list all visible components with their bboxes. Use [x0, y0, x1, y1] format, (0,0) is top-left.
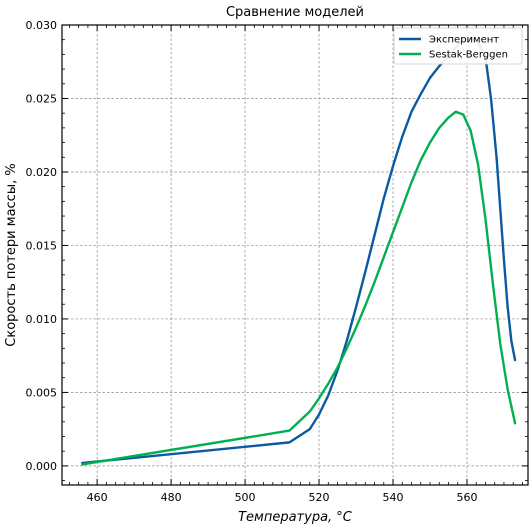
series-group: [81, 37, 517, 466]
y-tick-label: 0.000: [26, 460, 58, 473]
legend-box: [393, 27, 523, 65]
series-line-0: [81, 37, 517, 465]
x-tick-label: 500: [235, 491, 256, 504]
ticks: 460 480 500 520 540 560 0.000 0.005 0.010 0.015 0.…: [26, 19, 528, 504]
y-axis-label: Скорость потери массы, %: [4, 163, 19, 346]
legend-label: Эксперимент: [429, 35, 499, 46]
y-tick-label: 0.020: [26, 166, 58, 179]
y-tick-label: 0.010: [26, 313, 58, 326]
x-tick-label: 540: [383, 491, 404, 504]
y-tick-label: 0.025: [26, 92, 58, 105]
x-tick-label: 480: [161, 491, 182, 504]
x-tick-label: 520: [309, 491, 330, 504]
chart-title: Сравнение моделей: [226, 5, 364, 20]
series-line-1: [81, 110, 517, 466]
x-tick-label: 460: [87, 491, 108, 504]
y-tick-label: 0.015: [26, 239, 58, 252]
x-axis-label: Температура, °C: [238, 510, 353, 525]
y-tick-label: 0.030: [26, 19, 58, 32]
y-tick-label: 0.005: [26, 386, 58, 399]
legend-label: Sestak-Berggen: [429, 50, 508, 61]
grid: [62, 24, 528, 485]
plot-frame: [61, 24, 529, 486]
legend: Эксперимент Sestak-Berggen: [393, 27, 523, 65]
x-tick-label: 560: [456, 491, 477, 504]
